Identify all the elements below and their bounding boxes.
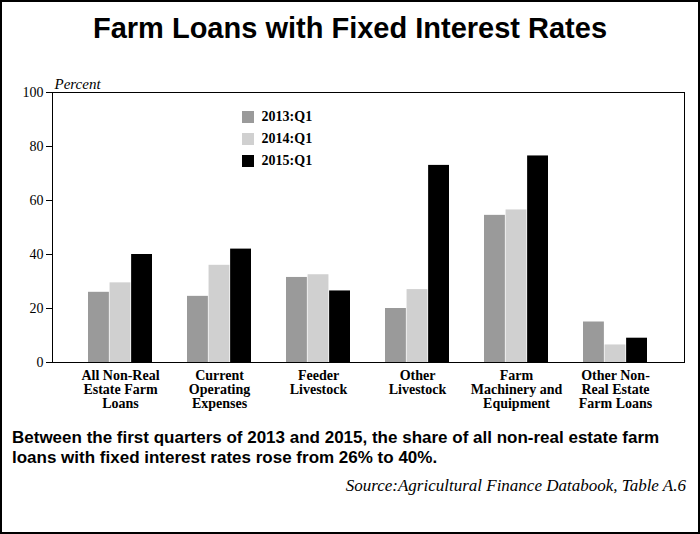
svg-text:FeederLivestock: FeederLivestock	[290, 368, 348, 397]
svg-text:All Non-RealEstate FarmLoans: All Non-RealEstate FarmLoans	[81, 368, 159, 411]
svg-text:40: 40	[30, 247, 44, 262]
svg-text:100: 100	[23, 85, 44, 100]
html-text:2014:Q1: 2014:Q1	[261, 131, 313, 146]
svg-text:Other Non-Real EstateFarm Loan: Other Non-Real EstateFarm Loans	[579, 368, 653, 411]
svg-text:60: 60	[30, 193, 44, 208]
html-text:Source:Agricultural Finance Da: Source:Agricultural Finance Databook, Ta…	[345, 476, 686, 495]
html-text:Farm Loans with Fixed Interest: Farm Loans with Fixed Interest Rates	[93, 12, 607, 44]
svg-text:FarmMachinery andEquipment: FarmMachinery andEquipment	[471, 368, 563, 411]
html-text:2015:Q1: 2015:Q1	[261, 153, 313, 168]
svg-text:OtherLivestock: OtherLivestock	[389, 368, 447, 397]
svg-text:CurrentOperatingExpenses: CurrentOperatingExpenses	[189, 368, 250, 411]
svg-text:20: 20	[30, 301, 44, 316]
svg-text:Percent: Percent	[54, 76, 102, 92]
html-text:2013:Q1: 2013:Q1	[261, 109, 313, 124]
svg-text:80: 80	[30, 139, 44, 154]
html-text:Between the first quarters of: Between the first quarters of 2013 and 2…	[12, 428, 660, 467]
svg-text:0: 0	[37, 355, 44, 370]
